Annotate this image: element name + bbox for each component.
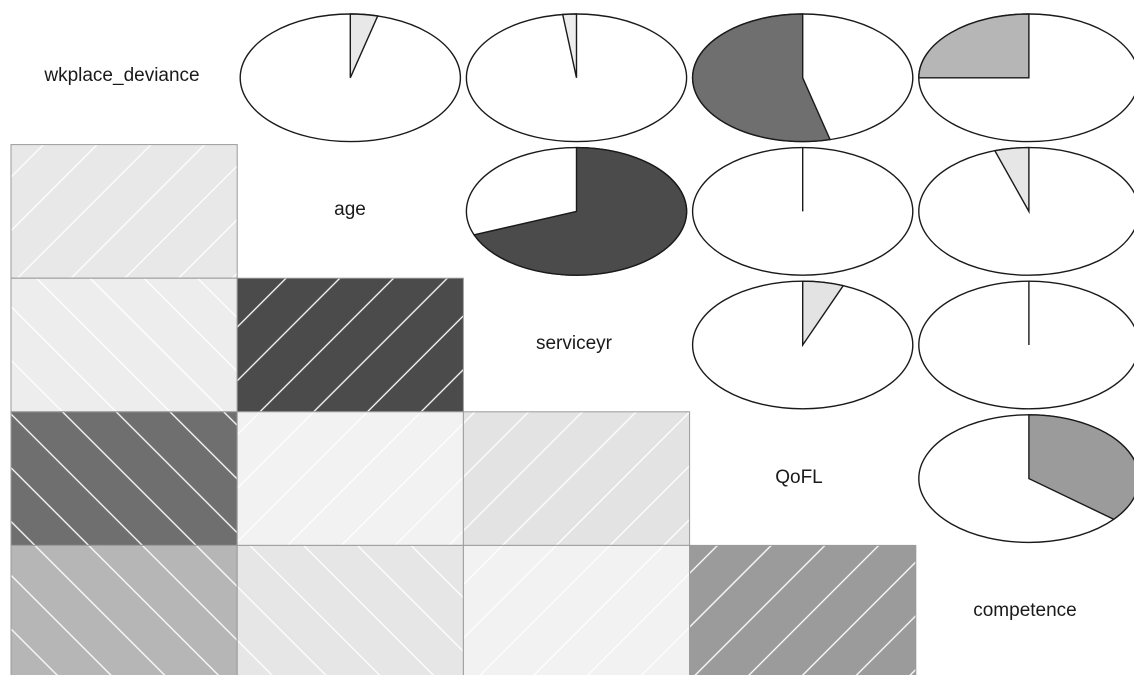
diag-label-1: age (334, 199, 366, 220)
pie-wkplace_deviance-age (239, 13, 462, 143)
pie-age-competence (918, 146, 1134, 276)
pie-age-QoFL (691, 146, 914, 276)
lower-shade-panels (10, 144, 917, 675)
diag-label-2: serviceyr (536, 333, 613, 354)
shade-QoFL-wkplace_deviance (10, 411, 238, 546)
shade-serviceyr-age (236, 277, 464, 413)
pie-wkplace_deviance-serviceyr (465, 13, 688, 143)
shade-competence-serviceyr (462, 544, 691, 675)
shade-competence-age (236, 544, 464, 675)
shade-serviceyr-wkplace_deviance (10, 277, 238, 413)
pie-QoFL-competence (918, 414, 1134, 544)
shade-age-wkplace_deviance (10, 144, 238, 279)
shade-QoFL-serviceyr (462, 411, 691, 546)
shade-competence-QoFL (689, 544, 917, 675)
pie-wkplace_deviance-QoFL (691, 13, 914, 143)
upper-pie-panels (239, 13, 1134, 544)
pie-wkplace_deviance-competence (918, 13, 1134, 143)
pie-age-serviceyr (465, 146, 688, 276)
diagonal-labels: wkplace_deviance age serviceyr QoFL comp… (43, 65, 1076, 621)
diag-label-0: wkplace_deviance (43, 65, 199, 86)
diag-label-3: QoFL (775, 467, 823, 488)
diag-label-4: competence (973, 600, 1077, 621)
shade-QoFL-age (236, 411, 464, 546)
pie-serviceyr-QoFL (691, 280, 914, 410)
shade-competence-wkplace_deviance (10, 544, 238, 675)
pie-serviceyr-competence (918, 280, 1134, 410)
